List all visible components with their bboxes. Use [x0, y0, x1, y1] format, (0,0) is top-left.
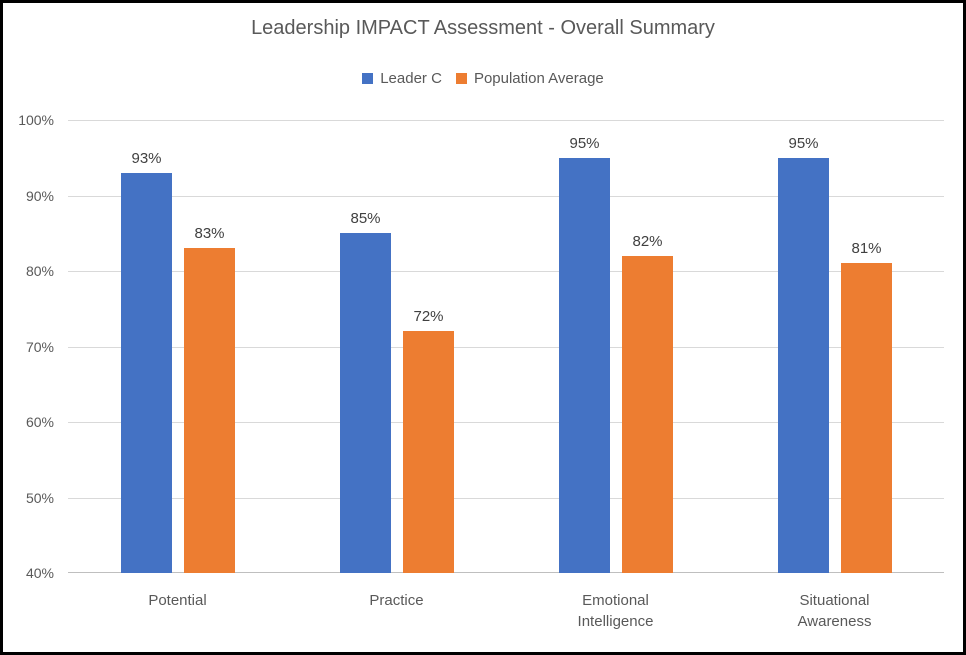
chart-title: Leadership IMPACT Assessment - Overall S… — [251, 17, 715, 39]
gridline-60 — [68, 422, 944, 423]
bar-leader-c-emotional-intelligence — [559, 158, 610, 573]
chart-legend: Leader C Population Average — [3, 70, 963, 87]
bar-population-average-practice — [403, 331, 454, 573]
legend-label: Leader C — [380, 70, 442, 87]
bar-label-leader-c-situational-awareness: 95% — [788, 135, 819, 152]
bar-group-potential: 93% 83% Potential — [68, 120, 287, 609]
category-label-line: Intelligence — [577, 613, 654, 630]
bar-label-population-average-emotional-intelligence: 82% — [632, 233, 663, 250]
legend-swatch-population-average — [455, 73, 467, 84]
category-label-situational-awareness: Situational Awareness — [725, 590, 944, 632]
y-tick-label-50: 50% — [25, 490, 54, 506]
category-label-potential: Potential — [68, 590, 287, 611]
bar-leader-c-situational-awareness — [778, 158, 829, 573]
bar-label-population-average-potential: 83% — [194, 225, 225, 242]
category-label-line: Practice — [369, 592, 424, 609]
gridline-100 — [68, 120, 944, 121]
x-axis-line — [68, 572, 944, 573]
legend-swatch-leader-c — [362, 73, 374, 84]
category-label-line: Emotional — [582, 592, 649, 609]
bar-label-population-average-situational-awareness: 81% — [851, 240, 882, 257]
bar-group-situational-awareness: 95% 81% Situational Awareness — [725, 120, 944, 630]
plot-area: 100% 90% 80% 70% 60% 50% 40% 93% 83% Potential 85%… — [18, 112, 944, 630]
bar-label-leader-c-potential: 93% — [131, 150, 162, 167]
bar-population-average-potential — [184, 248, 235, 573]
category-label-line: Awareness — [797, 613, 872, 630]
gridline-50 — [68, 498, 944, 499]
y-tick-label-80: 80% — [25, 263, 54, 279]
bar-label-leader-c-emotional-intelligence: 95% — [569, 135, 600, 152]
y-tick-label-70: 70% — [25, 339, 54, 355]
legend-item-leader-c: Leader C — [362, 70, 442, 87]
gridline-90 — [68, 196, 944, 197]
legend-label: Population Average — [473, 70, 604, 87]
bar-population-average-emotional-intelligence — [622, 256, 673, 573]
category-label-line: Potential — [148, 592, 207, 609]
bar-leader-c-potential — [121, 173, 172, 573]
category-label-line: Situational — [799, 592, 870, 609]
y-tick-label-90: 90% — [25, 188, 54, 204]
y-tick-label-60: 60% — [25, 414, 54, 430]
bar-leader-c-practice — [340, 233, 391, 573]
gridline-80 — [68, 271, 944, 272]
category-label-practice: Practice — [287, 590, 506, 611]
category-label-emotional-intelligence: Emotional Intelligence — [506, 590, 725, 632]
y-tick-label-100: 100% — [18, 112, 54, 128]
gridline-70 — [68, 347, 944, 348]
bar-label-population-average-practice: 72% — [413, 308, 444, 325]
legend-item-population-average: Population Average — [455, 70, 604, 87]
y-tick-label-40: 40% — [25, 565, 54, 581]
bar-group-emotional-intelligence: 95% 82% Emotional Intelligence — [506, 120, 725, 630]
bar-label-leader-c-practice: 85% — [350, 210, 381, 227]
bar-population-average-situational-awareness — [841, 263, 892, 573]
bar-group-practice: 85% 72% Practice — [287, 120, 506, 609]
